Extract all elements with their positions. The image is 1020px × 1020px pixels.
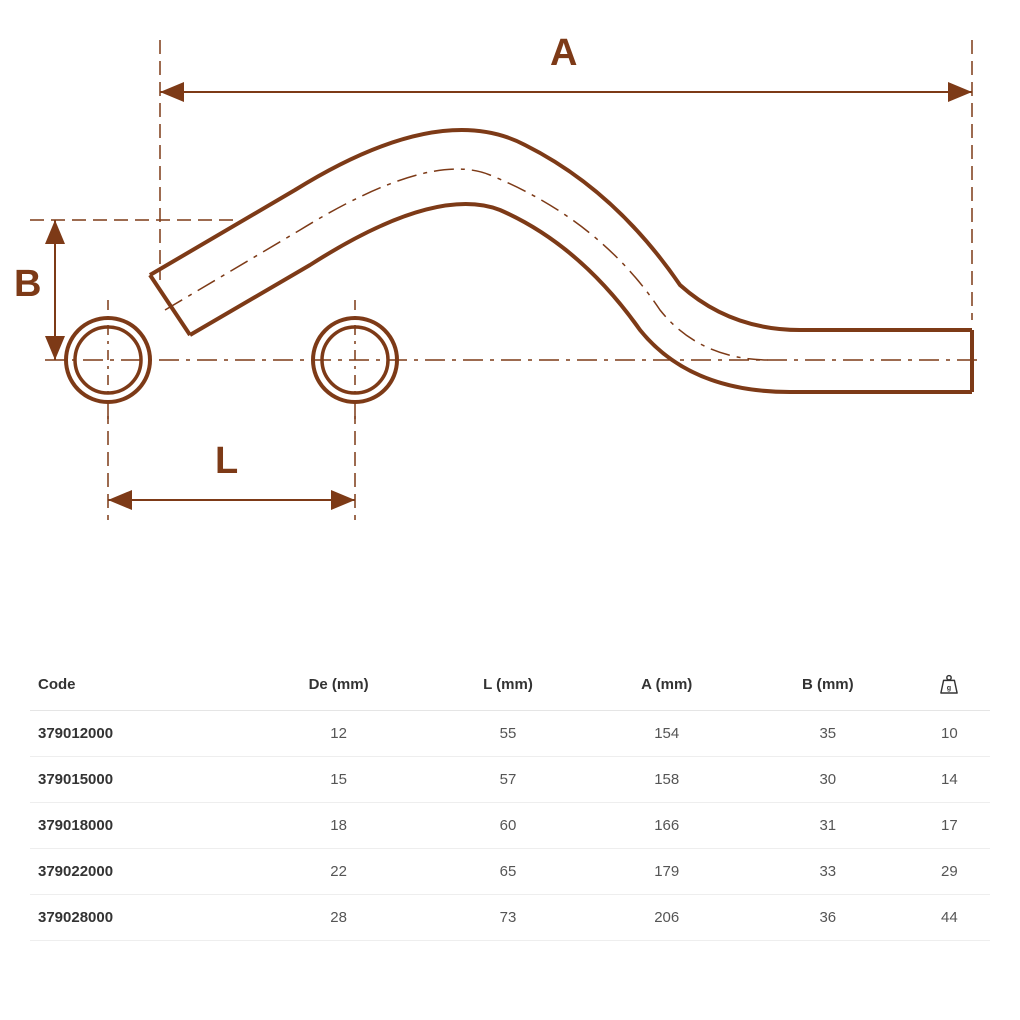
table-cell: 154 <box>587 711 747 757</box>
table-cell: 57 <box>429 757 586 803</box>
table-cell: 36 <box>747 895 909 941</box>
technical-diagram: A B L <box>0 0 1020 560</box>
col-l: L (mm) <box>429 660 586 711</box>
table-cell: 14 <box>909 757 990 803</box>
table-row: 37901800018601663117 <box>30 803 990 849</box>
table-cell: 15 <box>248 757 430 803</box>
table-cell: 28 <box>248 895 430 941</box>
table-cell: 17 <box>909 803 990 849</box>
col-b: B (mm) <box>747 660 909 711</box>
table-cell: 60 <box>429 803 586 849</box>
col-weight: g <box>909 660 990 711</box>
col-de: De (mm) <box>248 660 430 711</box>
table-cell: 73 <box>429 895 586 941</box>
table-cell: 12 <box>248 711 430 757</box>
table-cell: 379022000 <box>30 849 248 895</box>
table-cell: 379028000 <box>30 895 248 941</box>
table-cell: 18 <box>248 803 430 849</box>
table-cell: 379018000 <box>30 803 248 849</box>
table-cell: 22 <box>248 849 430 895</box>
table-cell: 379015000 <box>30 757 248 803</box>
table-cell: 179 <box>587 849 747 895</box>
dimensions-table: Code De (mm) L (mm) A (mm) B (mm) g 3790… <box>30 660 990 941</box>
table-cell: 35 <box>747 711 909 757</box>
table-cell: 158 <box>587 757 747 803</box>
table-cell: 33 <box>747 849 909 895</box>
table-header-row: Code De (mm) L (mm) A (mm) B (mm) g <box>30 660 990 711</box>
table-cell: 10 <box>909 711 990 757</box>
svg-text:g: g <box>947 683 951 692</box>
dim-label-l: L <box>215 440 238 483</box>
weight-icon: g <box>940 674 958 694</box>
table-cell: 65 <box>429 849 586 895</box>
col-a: A (mm) <box>587 660 747 711</box>
table-row: 37901500015571583014 <box>30 757 990 803</box>
dim-label-b: B <box>14 263 41 306</box>
table-cell: 30 <box>747 757 909 803</box>
table-row: 37901200012551543510 <box>30 711 990 757</box>
table-cell: 379012000 <box>30 711 248 757</box>
table-cell: 29 <box>909 849 990 895</box>
dimensions-table-wrap: Code De (mm) L (mm) A (mm) B (mm) g 3790… <box>0 660 1020 941</box>
table-cell: 44 <box>909 895 990 941</box>
table-cell: 206 <box>587 895 747 941</box>
dim-label-a: A <box>550 32 577 75</box>
table-cell: 55 <box>429 711 586 757</box>
table-row: 37902800028732063644 <box>30 895 990 941</box>
table-row: 37902200022651793329 <box>30 849 990 895</box>
table-cell: 166 <box>587 803 747 849</box>
table-cell: 31 <box>747 803 909 849</box>
col-code: Code <box>30 660 248 711</box>
